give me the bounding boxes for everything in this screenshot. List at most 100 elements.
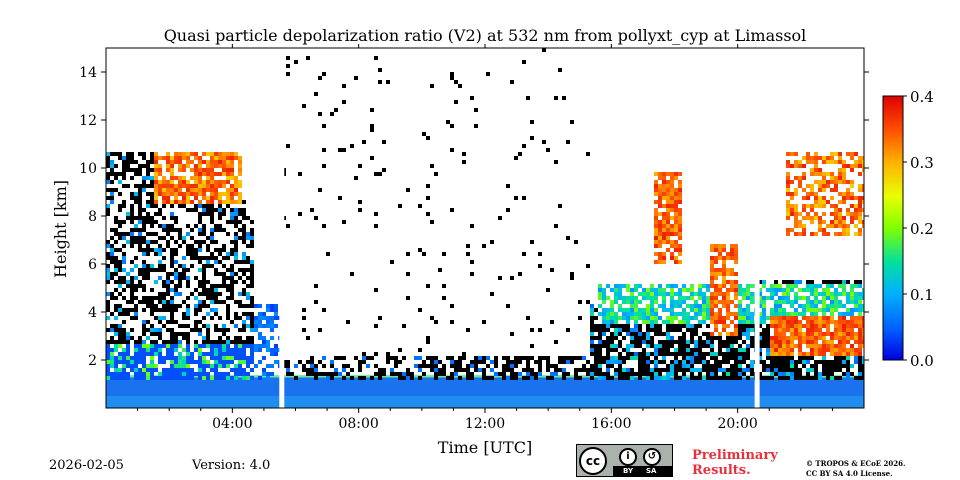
depol-cell [814,376,818,380]
depol-cell [774,344,778,348]
depol-cell [226,252,230,256]
depol-cell [222,180,226,184]
depol-cell [454,372,458,376]
depol-cell [858,340,862,344]
depol-cell [674,260,678,264]
depol-cell [114,316,118,320]
depol-cell [674,232,678,236]
depol-cell [242,292,246,296]
depol-cell [782,316,786,320]
depol-cell [838,172,842,176]
depol-cell [194,304,198,308]
depol-cell [682,300,686,304]
depol-cell [846,356,850,360]
depol-cell [398,348,402,352]
depol-cell [178,304,182,308]
depol-cell [166,340,170,344]
depol-cell [166,320,170,324]
depol-cell [858,332,862,336]
depol-cell [534,376,538,380]
depol-cell [698,352,702,356]
depol-cell [666,344,670,348]
depol-cell [118,232,122,236]
depol-cell [130,280,134,284]
depol-cell [654,352,658,356]
depol-cell [150,240,154,244]
depol-cell [722,264,726,268]
depol-cell [566,236,570,240]
depol-cell [378,80,382,84]
depol-cell [718,368,722,372]
data-gap [754,48,760,408]
depol-cell [818,360,822,364]
depol-cell [142,268,146,272]
depol-cell [238,300,242,304]
depol-cell [734,284,738,288]
depol-cell [590,332,594,336]
depol-cell [810,156,814,160]
depol-cell [646,320,650,324]
depol-cell [230,348,234,352]
depol-cell [146,372,150,376]
depol-cell [810,304,814,308]
depol-cell [758,280,762,284]
depol-cell [670,304,674,308]
depol-cell [206,184,210,188]
depol-cell [110,196,114,200]
license-badge[interactable]: cc i ↺ BY SA [576,444,673,477]
depol-cell [854,296,858,300]
depol-cell [462,352,466,356]
depol-cell [510,360,514,364]
depol-cell [650,304,654,308]
depol-cell [142,300,146,304]
depol-cell [162,372,166,376]
depol-cell [118,376,122,380]
depol-cell [214,180,218,184]
depol-cell [146,200,150,204]
depol-cell [198,328,202,332]
depol-cell [822,176,826,180]
depol-cell [590,348,594,352]
depol-cell [294,364,298,368]
depol-cell [798,336,802,340]
depol-cell [358,360,362,364]
depol-cell [326,376,330,380]
depol-cell [178,324,182,328]
depol-cell [250,328,254,332]
depol-cell [130,240,134,244]
depol-cell [586,360,590,364]
depol-cell [226,160,230,164]
depol-cell [162,308,166,312]
depol-cell [246,324,250,328]
depol-cell [106,352,110,356]
depol-cell [150,312,154,316]
depol-cell [726,304,730,308]
depol-cell [862,224,864,228]
depol-cell [458,364,462,368]
depol-cell [226,340,230,344]
depol-cell [822,312,826,316]
depol-cell [762,332,766,336]
depol-cell [674,304,678,308]
depol-cell [214,160,218,164]
depol-cell [106,164,110,168]
depol-cell [518,372,522,376]
depol-cell [830,304,834,308]
depol-cell [638,360,642,364]
depol-cell [106,244,110,248]
depol-cell [842,332,846,336]
depol-cell [814,352,818,356]
depol-cell [830,204,834,208]
depol-cell [310,364,314,368]
depol-cell [198,200,202,204]
depol-cell [162,324,166,328]
depol-cell [206,152,210,156]
depol-cell [798,340,802,344]
depol-cell [158,320,162,324]
depol-cell [794,376,798,380]
depol-cell [174,288,178,292]
depol-cell [722,340,726,344]
depol-cell [118,204,122,208]
depol-cell [306,368,310,372]
depol-cell [738,376,742,380]
